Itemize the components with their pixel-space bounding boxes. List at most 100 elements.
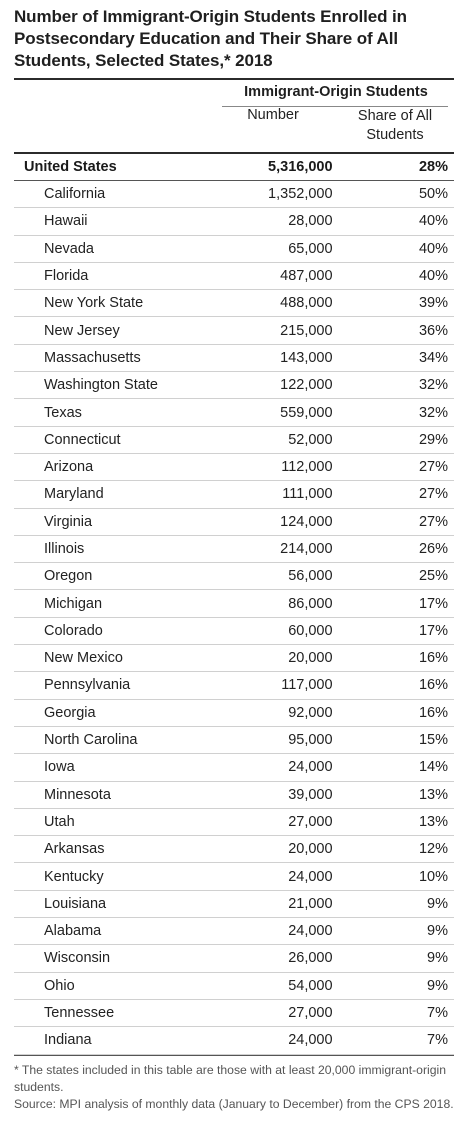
row-name: Iowa	[14, 753, 230, 782]
row-share: 17%	[332, 617, 454, 646]
row-number: 111,000	[229, 480, 333, 509]
row-share: 36%	[332, 316, 454, 345]
table-row: Kentucky 24,000 10%	[14, 862, 454, 891]
row-share: 29%	[332, 426, 454, 454]
row-share: 32%	[332, 371, 454, 400]
column-header-number: Number	[247, 107, 299, 123]
table-row: Minnesota 39,000 13%	[14, 781, 454, 809]
row-name: Michigan	[14, 589, 230, 618]
table-body: United States 5,316,000 28% California 1,…	[14, 154, 454, 1055]
row-name: Louisiana	[14, 890, 230, 919]
row-share: 34%	[332, 344, 454, 373]
table-row: North Carolina 95,000 15%	[14, 726, 454, 755]
table-title: Number of Immigrant-Origin Students Enro…	[14, 7, 407, 70]
footnote: * The states included in this table are …	[14, 1062, 446, 1094]
table-row: Colorado 60,000 17%	[14, 617, 454, 646]
row-share: 27%	[332, 508, 454, 536]
table-row: Indiana 24,000 7%	[14, 1026, 454, 1055]
row-name: Maryland	[14, 480, 230, 509]
row-number: 20,000	[229, 644, 333, 673]
row-number: 52,000	[229, 426, 333, 454]
row-name: Tennessee	[14, 999, 230, 1028]
row-number: 214,000	[229, 535, 333, 564]
row-name: United States	[14, 154, 230, 181]
header-rule	[14, 152, 454, 154]
row-number: 122,000	[229, 371, 333, 400]
table-row: Wisconsin 26,000 9%	[14, 944, 454, 973]
notes: * The states included in this table are …	[14, 1062, 454, 1113]
row-name: Kentucky	[14, 862, 230, 891]
row-share: 28%	[332, 154, 454, 181]
row-name: Virginia	[14, 508, 230, 536]
column-header-share-line1: Share of All	[357, 108, 433, 124]
row-number: 60,000	[229, 617, 333, 646]
row-share: 7%	[332, 999, 454, 1028]
row-name: Texas	[14, 398, 230, 427]
row-number: 54,000	[229, 972, 333, 1000]
table-row: Utah 27,000 13%	[14, 808, 454, 837]
top-rule	[14, 78, 454, 80]
row-share: 39%	[332, 289, 454, 318]
row-share: 10%	[332, 862, 454, 891]
table-row: Hawaii 28,000 40%	[14, 207, 454, 236]
row-name: Arkansas	[14, 835, 230, 864]
row-number: 559,000	[229, 398, 333, 427]
row-share: 9%	[332, 972, 454, 1000]
table-row-total: United States 5,316,000 28%	[14, 154, 454, 181]
row-number: 28,000	[229, 207, 333, 236]
row-name: Arizona	[14, 453, 230, 482]
row-number: 86,000	[229, 589, 333, 618]
row-share: 16%	[332, 671, 454, 700]
table-row: Ohio 54,000 9%	[14, 972, 454, 1000]
row-number: 27,000	[229, 999, 333, 1028]
row-number: 112,000	[229, 453, 333, 482]
row-name: California	[14, 180, 230, 209]
row-number: 117,000	[229, 671, 333, 700]
row-number: 26,000	[229, 944, 333, 973]
row-share: 27%	[332, 480, 454, 509]
table-row: Nevada 65,000 40%	[14, 235, 454, 263]
row-name: Ohio	[14, 972, 230, 1000]
row-number: 21,000	[229, 890, 333, 919]
row-number: 24,000	[229, 917, 333, 946]
column-header: Immigrant-Origin Students Number Share o…	[14, 80, 454, 152]
row-name: New York State	[14, 289, 230, 318]
row-share: 9%	[332, 944, 454, 973]
row-number: 24,000	[229, 1026, 333, 1055]
row-number: 24,000	[229, 753, 333, 782]
row-number: 39,000	[229, 781, 333, 809]
table-row: Alabama 24,000 9%	[14, 917, 454, 946]
row-share: 40%	[332, 207, 454, 236]
table-row: Florida 487,000 40%	[14, 262, 454, 291]
table-row: Massachusetts 143,000 34%	[14, 344, 454, 373]
column-group-label: Immigrant-Origin Students	[244, 84, 428, 100]
table-row: Pennsylvania 117,000 16%	[14, 671, 454, 700]
row-number: 92,000	[229, 699, 333, 727]
table-row: Michigan 86,000 17%	[14, 589, 454, 618]
row-name: New Jersey	[14, 316, 230, 345]
table-row: Arkansas 20,000 12%	[14, 835, 454, 864]
row-number: 20,000	[229, 835, 333, 864]
row-name: New Mexico	[14, 644, 230, 673]
table-row: Tennessee 27,000 7%	[14, 999, 454, 1028]
table-row: Virginia 124,000 27%	[14, 508, 454, 536]
row-number: 487,000	[229, 262, 333, 291]
row-number: 56,000	[229, 562, 333, 591]
row-share: 14%	[332, 753, 454, 782]
row-name: Georgia	[14, 699, 230, 727]
table-row: Illinois 214,000 26%	[14, 535, 454, 564]
column-header-share-line2: Students	[366, 127, 424, 143]
table-row: Arizona 112,000 27%	[14, 453, 454, 482]
row-number: 124,000	[229, 508, 333, 536]
row-name: Florida	[14, 262, 230, 291]
row-number: 488,000	[229, 289, 333, 318]
row-share: 50%	[332, 180, 454, 209]
row-share: 32%	[332, 398, 454, 427]
table-row: California 1,352,000 50%	[14, 180, 454, 209]
row-number: 1,352,000	[229, 180, 333, 209]
row-name: Indiana	[14, 1026, 230, 1055]
row-share: 17%	[332, 589, 454, 618]
table-row: New Mexico 20,000 16%	[14, 644, 454, 673]
table-row: Washington State 122,000 32%	[14, 371, 454, 400]
